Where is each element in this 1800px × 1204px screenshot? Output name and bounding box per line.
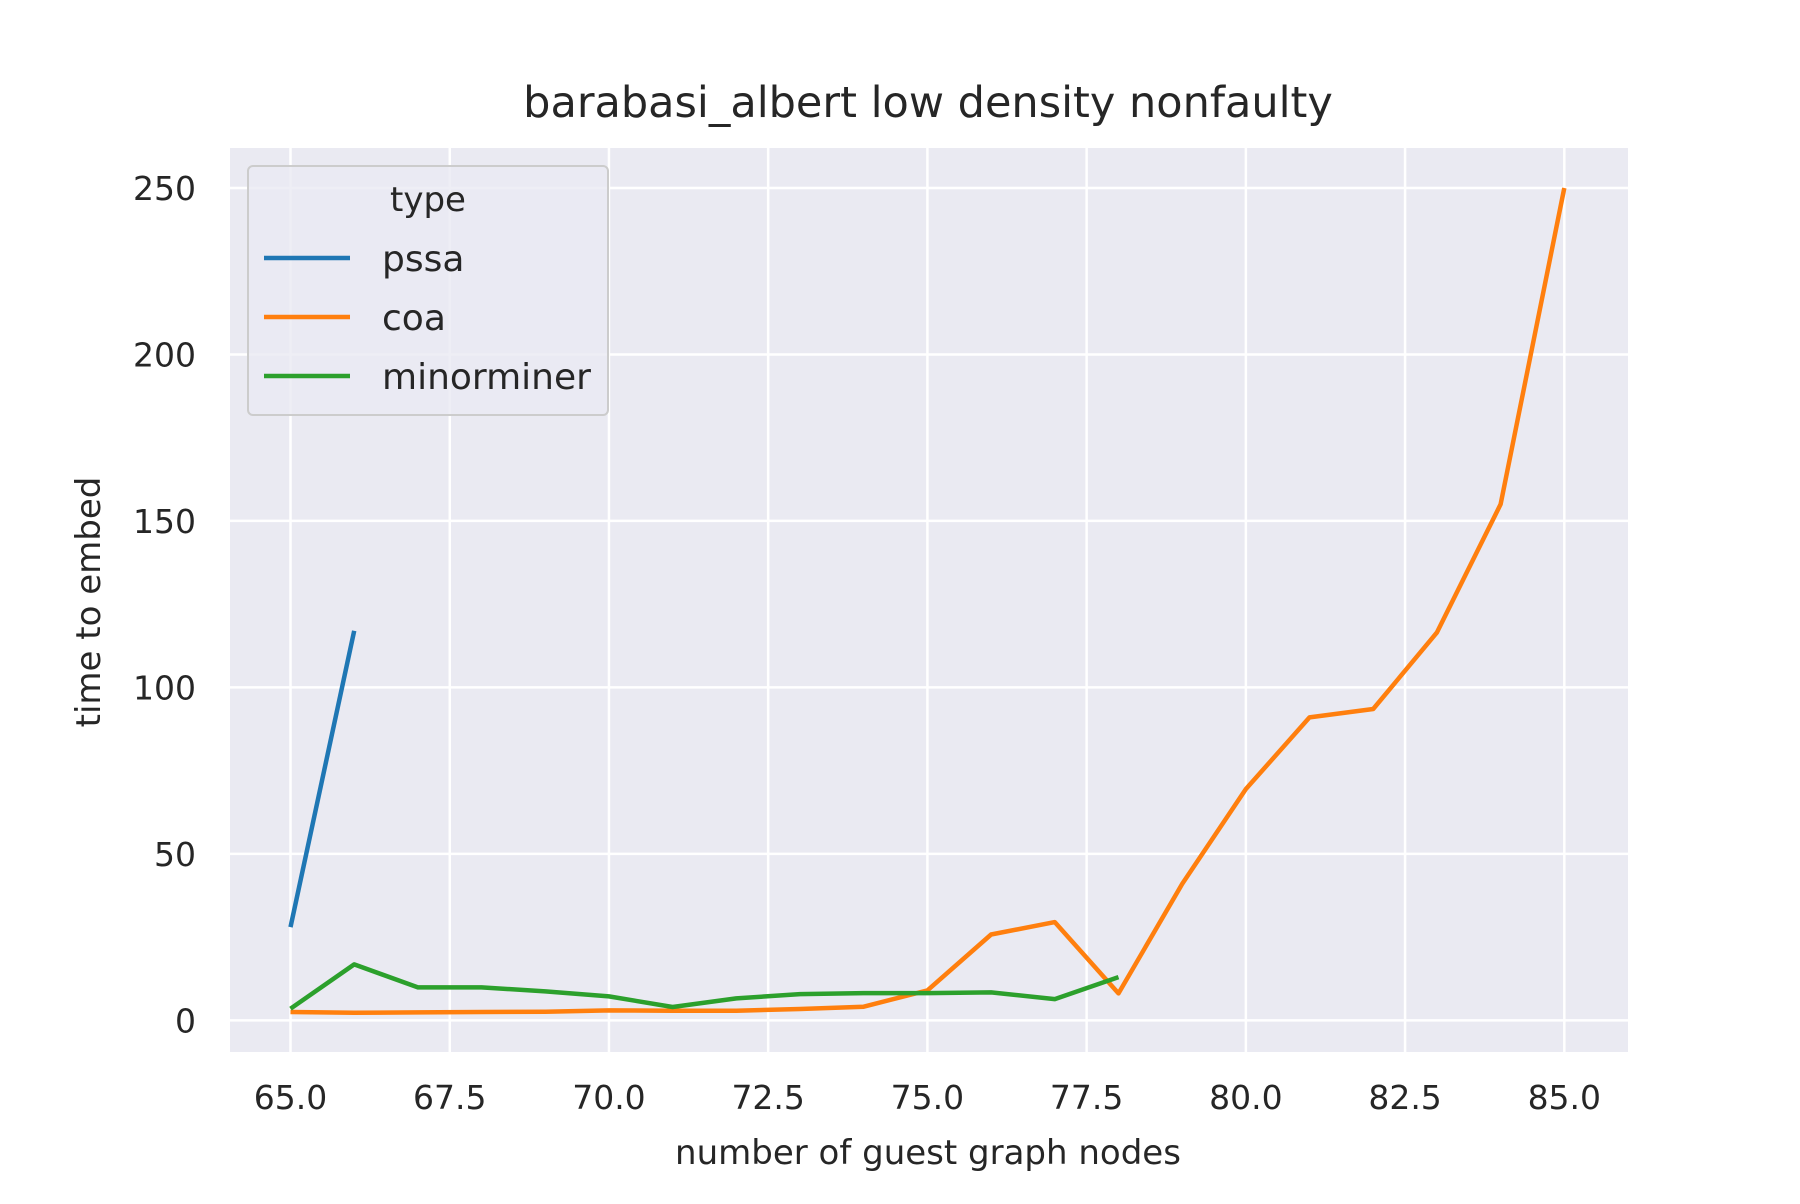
y-axis-title: time to embed <box>69 477 109 728</box>
series-line-pssa <box>288 630 357 928</box>
x-tick-label: 82.5 <box>1368 1078 1441 1117</box>
legend-items: pssa coa minorminer <box>264 239 591 398</box>
y-tick-label: 0 <box>175 1001 196 1040</box>
legend-label-minorminer: minorminer <box>382 357 591 398</box>
legend-label-coa: coa <box>382 298 446 339</box>
legend-title: type <box>390 180 466 220</box>
chart-title: barabasi_albert low density nonfaulty <box>523 78 1333 128</box>
y-tick-label: 50 <box>154 835 196 874</box>
legend: type pssa coa minorminer <box>247 165 609 416</box>
x-tick-label: 77.5 <box>1050 1078 1123 1117</box>
y-tick-label: 100 <box>133 668 196 707</box>
x-tick-label: 70.0 <box>572 1078 645 1117</box>
x-axis-ticks: 65.0 67.5 70.0 72.5 75.0 77.5 80.0 82.5 85.0 <box>254 1078 1601 1117</box>
legend-label-pssa: pssa <box>382 239 464 280</box>
x-tick-label: 85.0 <box>1528 1078 1601 1117</box>
x-tick-label: 67.5 <box>413 1078 486 1117</box>
series-line-coa <box>290 187 1567 1015</box>
y-tick-label: 250 <box>133 169 196 208</box>
y-tick-label: 150 <box>133 502 196 541</box>
x-tick-label: 75.0 <box>891 1078 964 1117</box>
x-tick-label: 65.0 <box>254 1078 327 1117</box>
y-tick-label: 200 <box>133 335 196 374</box>
x-tick-label: 80.0 <box>1209 1078 1282 1117</box>
legend-box <box>247 165 609 416</box>
series-line-minorminer <box>289 962 1120 1011</box>
series-lines <box>288 187 1567 1015</box>
x-tick-label: 72.5 <box>731 1078 804 1117</box>
x-axis-title: number of guest graph nodes <box>675 1133 1181 1173</box>
y-axis-ticks: 0 50 100 150 200 250 <box>133 169 196 1040</box>
